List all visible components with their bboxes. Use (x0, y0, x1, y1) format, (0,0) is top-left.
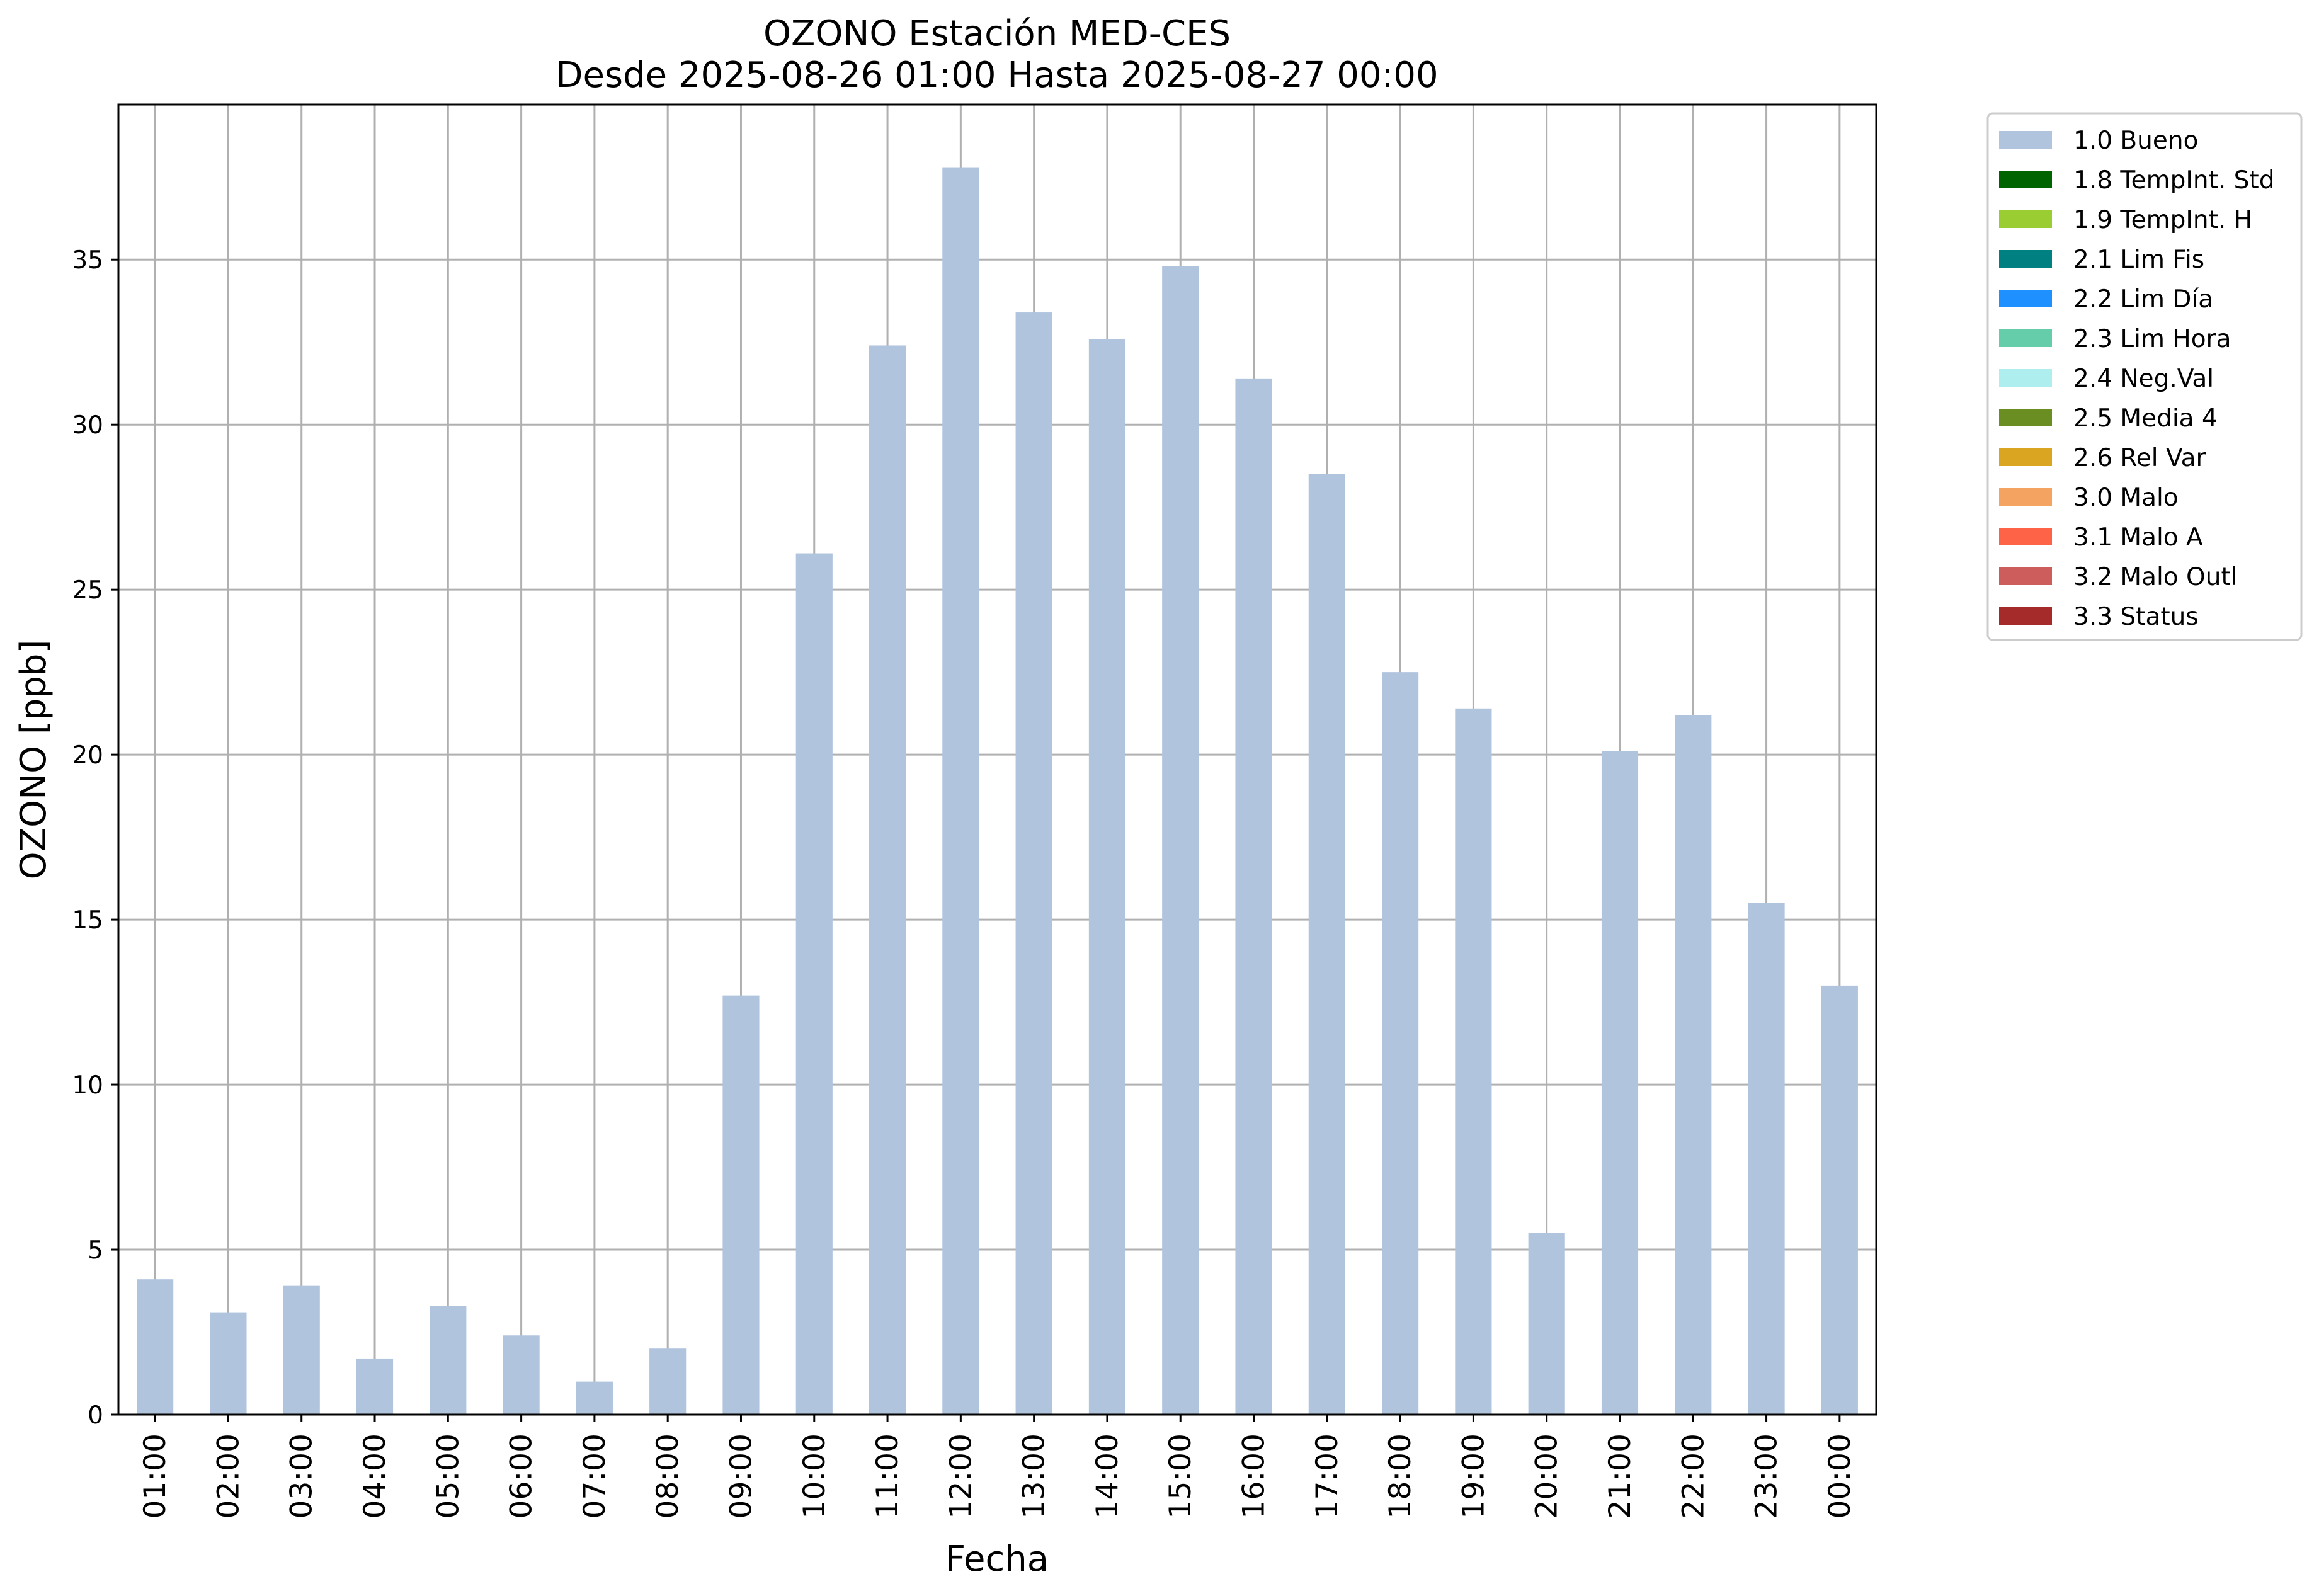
bar-0600 (503, 1335, 540, 1415)
bar-0400 (356, 1358, 394, 1415)
bar-0100 (137, 1279, 174, 1415)
x-tick-label: 04:00 (358, 1434, 392, 1519)
x-axis-label: Fecha (945, 1539, 1049, 1580)
bar-0200 (210, 1312, 247, 1415)
legend-swatch (1999, 329, 2052, 347)
legend-swatch (1999, 528, 2052, 545)
legend-swatch (1999, 607, 2052, 625)
legend-swatch (1999, 448, 2052, 466)
x-tick-label: 11:00 (870, 1434, 905, 1519)
legend-entry-label: 2.3 Lim Hora (2073, 325, 2231, 353)
plot-frame (117, 103, 1877, 1416)
bar-2000 (1528, 1233, 1565, 1415)
bar-1200 (942, 167, 979, 1415)
bar-1300 (1015, 312, 1052, 1415)
legend-entry-label: 2.1 Lim Fis (2073, 246, 2204, 274)
y-tick-label: 5 (88, 1236, 103, 1265)
legend-swatch (1999, 131, 2052, 149)
x-tick-label: 00:00 (1823, 1434, 1857, 1519)
bar-0700 (576, 1381, 613, 1415)
bar-0300 (283, 1285, 320, 1415)
y-tick-label: 15 (72, 906, 103, 935)
legend-entry-label: 3.1 Malo A (2073, 523, 2203, 552)
legend-entry-label: 3.2 Malo Outl (2073, 563, 2238, 591)
x-tick-label: 01:00 (138, 1434, 173, 1519)
x-tick-label: 14:00 (1090, 1434, 1125, 1519)
bar-2200 (1675, 715, 1712, 1415)
x-tick-label: 10:00 (797, 1434, 832, 1519)
y-tick-label: 35 (72, 246, 103, 275)
legend-swatch (1999, 409, 2052, 426)
bar-1000 (795, 553, 833, 1415)
legend-swatch (1999, 369, 2052, 387)
legend-entry-label: 3.0 Malo (2073, 484, 2179, 512)
legend-entry-label: 2.2 Lim Día (2073, 285, 2213, 314)
x-tick-label: 02:00 (211, 1434, 246, 1519)
legend-entry-label: 1.8 TempInt. Std (2073, 166, 2274, 195)
bar-2300 (1748, 903, 1785, 1415)
y-tick-label: 20 (72, 741, 103, 770)
x-tick-label: 13:00 (1017, 1434, 1052, 1519)
legend-swatch (1999, 250, 2052, 268)
x-tick-label: 09:00 (724, 1434, 758, 1519)
legend-box (1986, 112, 2303, 641)
legend-swatch (1999, 171, 2052, 188)
x-tick-label: 08:00 (651, 1434, 685, 1519)
chart-title: OZONO Estación MED-CES (763, 13, 1231, 54)
bar-0500 (430, 1306, 467, 1415)
bar-1800 (1382, 672, 1419, 1415)
legend: 1.0 Bueno 1.8 TempInt. Std 1.9 TempInt. H 2… (1986, 112, 2303, 641)
x-tick-label: 06:00 (504, 1434, 539, 1519)
bar-0000 (1821, 985, 1858, 1415)
bar-1400 (1088, 338, 1126, 1415)
x-axis-ticks: 01:00 02:00 03:00 04:00 05:00 06:00 07:00 08:00… (138, 1415, 1857, 1519)
legend-swatch (1999, 290, 2052, 307)
x-tick-label: 23:00 (1750, 1434, 1784, 1519)
x-tick-label: 05:00 (431, 1434, 465, 1519)
legend-swatch (1999, 488, 2052, 506)
bar-1700 (1308, 474, 1345, 1415)
x-tick-label: 17:00 (1310, 1434, 1345, 1519)
x-tick-label: 07:00 (578, 1434, 612, 1519)
x-tick-label: 22:00 (1676, 1434, 1711, 1519)
legend-swatch (1999, 210, 2052, 228)
legend-entry-label: 2.5 Media 4 (2073, 404, 2218, 433)
x-tick-label: 12:00 (943, 1434, 978, 1519)
bar-0800 (649, 1348, 687, 1415)
bar-1500 (1162, 266, 1199, 1415)
x-tick-label: 03:00 (285, 1434, 319, 1519)
y-axis-label: OZONO [ppb] (13, 640, 54, 880)
x-tick-label: 19:00 (1456, 1434, 1491, 1519)
legend-entry-label: 3.3 Status (2073, 603, 2199, 631)
legend-entry-label: 1.0 Bueno (2073, 127, 2198, 155)
y-tick-label: 25 (72, 576, 103, 605)
chart-subtitle: Desde 2025-08-26 01:00 Hasta 2025-08-27 … (556, 55, 1438, 96)
bar-1600 (1235, 378, 1272, 1415)
x-tick-label: 16:00 (1237, 1434, 1272, 1519)
bar-2100 (1601, 751, 1639, 1415)
bar-0900 (722, 995, 760, 1415)
x-tick-label: 21:00 (1603, 1434, 1638, 1519)
bars (137, 167, 1858, 1415)
legend-entry-label: 1.9 TempInt. H (2073, 206, 2252, 234)
y-tick-label: 10 (72, 1071, 103, 1100)
legend-entry-label: 2.6 Rel Var (2073, 444, 2207, 472)
bar-1900 (1455, 708, 1492, 1415)
y-tick-label: 0 (88, 1401, 103, 1430)
y-tick-label: 30 (72, 411, 103, 440)
x-tick-label: 18:00 (1383, 1434, 1418, 1519)
y-axis-ticks: 0 5 10 15 20 25 30 35 (72, 246, 118, 1430)
legend-entry-label: 2.4 Neg.Val (2073, 365, 2214, 393)
legend-swatch (1999, 567, 2052, 585)
bar-1100 (869, 345, 906, 1415)
x-tick-label: 15:00 (1163, 1434, 1198, 1519)
x-tick-label: 20:00 (1530, 1434, 1564, 1519)
